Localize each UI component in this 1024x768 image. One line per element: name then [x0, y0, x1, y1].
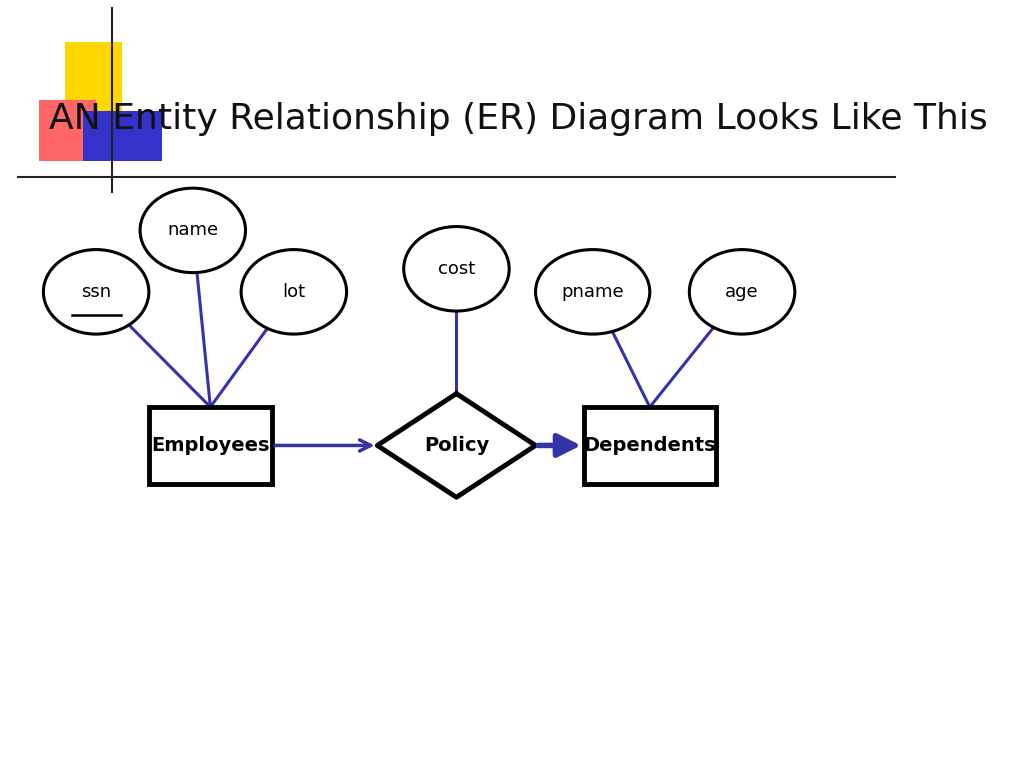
Ellipse shape	[689, 250, 795, 334]
Bar	[39, 100, 96, 161]
Text: ssn: ssn	[81, 283, 112, 301]
Bar	[584, 407, 716, 484]
Text: AN Entity Relationship (ER) Diagram Looks Like This: AN Entity Relationship (ER) Diagram Look…	[48, 102, 987, 136]
Text: Dependents: Dependents	[584, 436, 716, 455]
Ellipse shape	[403, 227, 509, 311]
Text: name: name	[167, 221, 218, 240]
Text: lot: lot	[283, 283, 305, 301]
Bar	[83, 111, 162, 161]
Ellipse shape	[241, 250, 346, 334]
Ellipse shape	[536, 250, 650, 334]
Text: Employees: Employees	[152, 436, 269, 455]
Bar	[66, 42, 123, 111]
Bar	[148, 407, 272, 484]
Text: age: age	[725, 283, 759, 301]
Text: cost: cost	[438, 260, 475, 278]
Text: Policy: Policy	[424, 436, 489, 455]
Text: pname: pname	[561, 283, 624, 301]
Ellipse shape	[140, 188, 246, 273]
Polygon shape	[378, 394, 536, 498]
Ellipse shape	[43, 250, 148, 334]
